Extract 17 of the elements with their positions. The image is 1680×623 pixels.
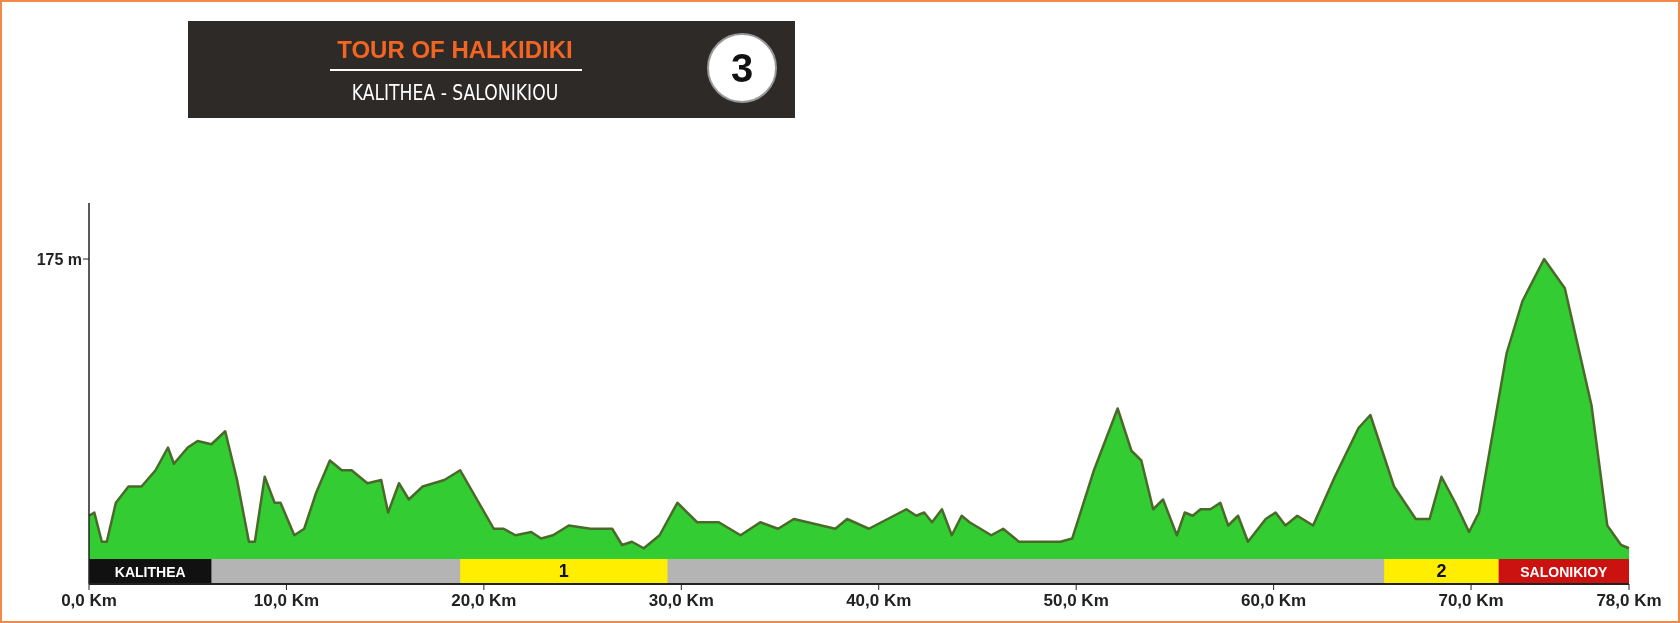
x-tick-label: 10,0 Km [253, 591, 320, 610]
band-label: SALONIKIOY [1520, 564, 1609, 580]
text: 175 m [36, 251, 82, 268]
x-tick-label: 0,0 Km [61, 591, 117, 610]
x-tick-label: 30,0 Km [648, 591, 714, 610]
band-label: 1 [558, 561, 569, 581]
x-tick-label: 50,0 Km [1043, 591, 1109, 610]
chart-subtitle: KALITHEA - SALONIKIOU [351, 80, 559, 106]
band-label: 2 [1436, 561, 1447, 581]
x-tick-label: 70,0 Km [1438, 591, 1504, 610]
x-tick-label: 60,0 Km [1241, 591, 1307, 610]
text: 3 [730, 46, 754, 90]
x-tick-label: 40,0 Km [846, 591, 912, 610]
x-tick-label: 20,0 Km [451, 591, 517, 610]
band-label: KALITHEA [114, 564, 186, 580]
chart-title: TOUR OF HALKIDIKI [337, 36, 573, 63]
x-tick-label: 78,0 Km [1596, 591, 1662, 610]
